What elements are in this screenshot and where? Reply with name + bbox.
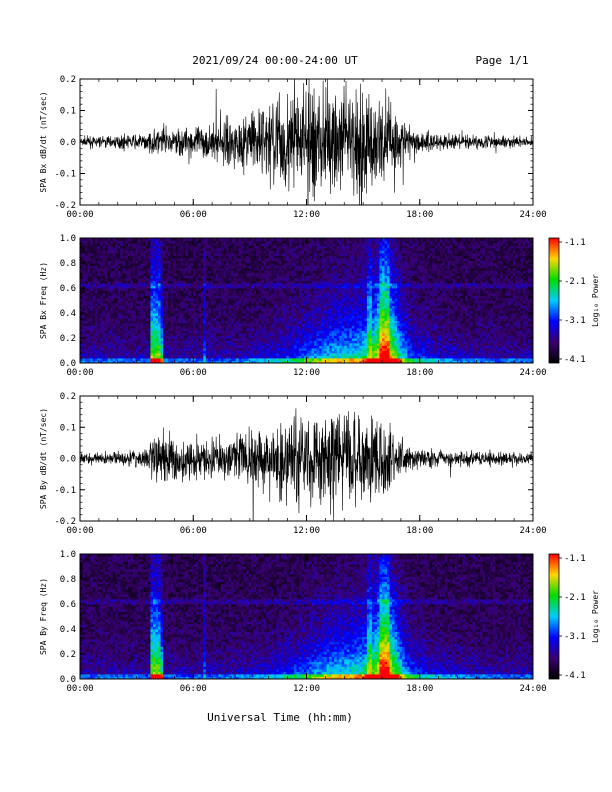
x-tick-label: 12:00 [293, 210, 320, 220]
x-tick-label: 24:00 [519, 684, 546, 694]
y-axis-label: SPA By Freq (Hz) [39, 578, 48, 655]
panel-1: 0.2 0.1 0.0 -0.1 -0.200:00 06:00 12:00 18:00 24:… [39, 75, 547, 220]
y-tick-label: 0.4 [60, 309, 76, 319]
series-trace [80, 79, 533, 205]
x-tick-label: 24:00 [519, 526, 546, 536]
page-indicator: Page 1/1 [476, 54, 529, 67]
x-tick-label: 06:00 [180, 684, 207, 694]
x-tick-label: 00:00 [66, 210, 93, 220]
colorbar-tick-label: -3.1 [564, 316, 586, 326]
x-tick-label: 06:00 [180, 368, 207, 378]
colorbar-tick-label: -4.1 [564, 671, 586, 681]
panel-3: 0.2 0.1 0.0 -0.1 -0.200:00 06:00 12:00 18:00 24:… [39, 392, 547, 536]
y-tick-label: 0.0 [60, 675, 76, 685]
colorbar-tick-label: -3.1 [564, 632, 586, 642]
y-tick-label: 0.2 [60, 75, 76, 85]
series-trace [80, 408, 533, 521]
y-tick-label: 1.0 [60, 234, 76, 244]
x-tick-label: 24:00 [519, 210, 546, 220]
colorbar-label: Log₁₀ Power [591, 590, 600, 643]
y-tick-label: 0.0 [60, 455, 76, 465]
colorbar-tick-label: -1.1 [564, 554, 586, 564]
panel-2: -1.1 -2.1 -3.1 -4.1 Log₁₀ Power 1.0 0.8 0.6 0.4 0… [39, 234, 600, 378]
y-tick-label: 0.1 [60, 107, 76, 117]
y-tick-label: 0.8 [60, 259, 76, 269]
y-tick-label: 0.2 [60, 334, 76, 344]
y-axis-label: SPA Bx dB/dt (nT/sec) [39, 91, 48, 192]
y-tick-label: -0.2 [54, 201, 76, 211]
x-tick-label: 18:00 [406, 526, 433, 536]
y-axis-label: SPA Bx Freq (Hz) [39, 262, 48, 339]
colorbar-tick-label: -2.1 [564, 277, 586, 287]
date-range-header: 2021/09/24 00:00-24:00 UT [192, 54, 358, 67]
y-tick-label: 0.2 [60, 392, 76, 402]
y-tick-label: -0.1 [54, 170, 76, 180]
colorbar-tick-label: -4.1 [564, 355, 586, 365]
y-tick-label: 0.2 [60, 650, 76, 660]
y-tick-label: 0.8 [60, 575, 76, 585]
y-axis-label: SPA By dB/dt (nT/sec) [39, 408, 48, 509]
y-tick-label: 1.0 [60, 550, 76, 560]
x-tick-label: 18:00 [406, 684, 433, 694]
x-tick-label: 06:00 [180, 210, 207, 220]
x-tick-label: 06:00 [180, 526, 207, 536]
x-tick-label: 00:00 [66, 526, 93, 536]
y-tick-label: 0.1 [60, 423, 76, 433]
x-tick-label: 00:00 [66, 684, 93, 694]
heatmap-cells [80, 554, 534, 680]
panel-4: -1.1 -2.1 -3.1 -4.1 Log₁₀ Power 1.0 0.8 0.6 0.4 0… [39, 550, 600, 694]
x-axis-label: Universal Time (hh:mm) [207, 711, 353, 724]
colorbar [548, 553, 560, 680]
panels: 0.20.10.0-0.1-0.200:00 06:00 12:00 18:00 24:… [39, 75, 600, 694]
x-tick-label: 18:00 [406, 210, 433, 220]
colorbar [548, 237, 560, 364]
x-tick-label: 12:00 [293, 684, 320, 694]
colorbar-tick-label: -2.1 [564, 593, 586, 603]
y-tick-label: 0.0 [60, 138, 76, 148]
colorbar-label: Log₁₀ Power [591, 274, 600, 327]
x-tick-label: 00:00 [66, 368, 93, 378]
y-tick-label: -0.2 [54, 517, 76, 527]
x-tick-label: 24:00 [519, 368, 546, 378]
x-tick-label: 12:00 [293, 526, 320, 536]
y-tick-label: 0.6 [60, 600, 76, 610]
colorbar-tick-label: -1.1 [564, 238, 586, 248]
y-tick-label: 0.0 [60, 359, 76, 369]
y-tick-label: 0.4 [60, 625, 76, 635]
heatmap-cells [80, 238, 534, 364]
y-tick-label: -0.1 [54, 486, 76, 496]
x-tick-label: 12:00 [293, 368, 320, 378]
x-tick-label: 18:00 [406, 368, 433, 378]
y-tick-label: 0.6 [60, 284, 76, 294]
